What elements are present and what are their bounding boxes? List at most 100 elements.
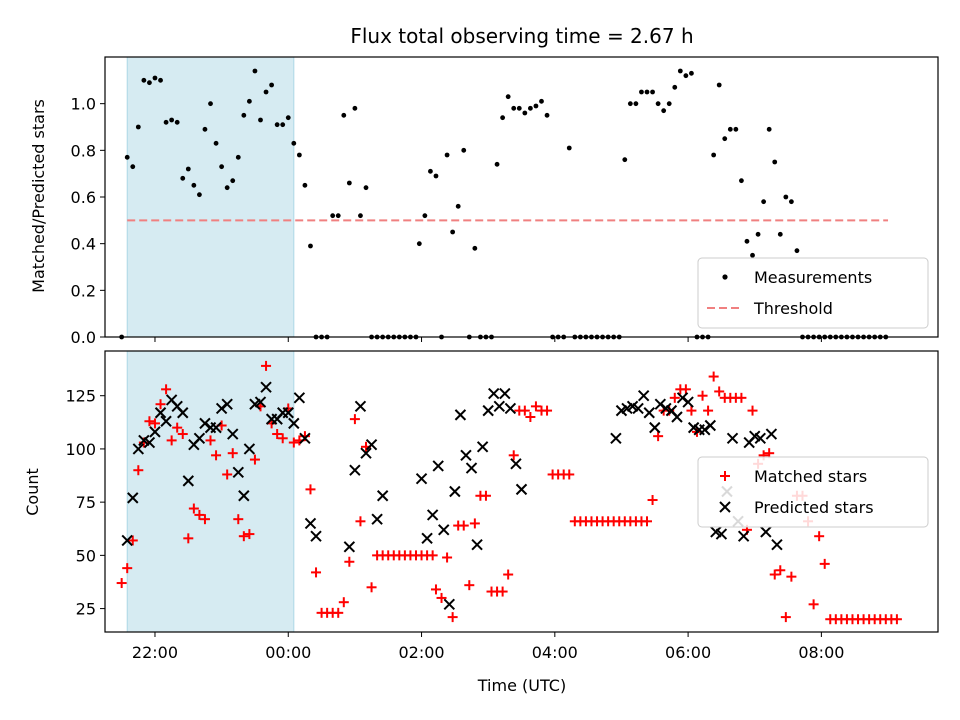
data-point-predicted bbox=[504, 402, 517, 415]
data-point-measurement bbox=[672, 84, 678, 90]
marker-stroke bbox=[504, 402, 517, 415]
y-tick-label: 0.0 bbox=[71, 328, 96, 347]
data-point-predicted bbox=[632, 402, 644, 415]
marker-stroke bbox=[765, 428, 778, 440]
data-point-measurement bbox=[191, 182, 197, 188]
data-point-matched bbox=[697, 390, 708, 401]
data-point-measurement bbox=[627, 101, 633, 107]
y-tick-label: 125 bbox=[65, 387, 96, 406]
data-point-matched bbox=[133, 465, 144, 476]
data-point-predicted bbox=[193, 432, 206, 444]
data-point-measurement bbox=[505, 94, 511, 100]
data-point-matched bbox=[222, 469, 233, 480]
data-point-measurement bbox=[274, 122, 280, 128]
data-point-matched bbox=[211, 450, 222, 461]
data-point-matched bbox=[708, 371, 719, 382]
data-point-matched bbox=[305, 484, 316, 495]
data-point-predicted bbox=[432, 460, 444, 472]
data-point-measurement bbox=[511, 105, 517, 111]
data-point-matched bbox=[205, 435, 216, 446]
marker-stroke bbox=[227, 428, 239, 440]
data-point-predicted bbox=[754, 432, 767, 444]
data-point-matched bbox=[427, 550, 438, 561]
axes-frame bbox=[104, 350, 939, 633]
data-point-measurement bbox=[235, 154, 241, 160]
x-tick-label: 22:00 bbox=[132, 643, 178, 662]
data-point-predicted bbox=[476, 441, 489, 453]
data-point-measurement bbox=[750, 252, 755, 258]
data-point-predicted bbox=[415, 473, 428, 485]
data-point-predicted bbox=[671, 411, 683, 423]
data-point-predicted bbox=[293, 392, 306, 404]
data-point-measurement bbox=[666, 101, 672, 107]
data-point-measurement bbox=[527, 105, 533, 111]
data-point-matched bbox=[530, 401, 541, 412]
marker-stroke bbox=[643, 407, 655, 419]
data-point-matched bbox=[272, 429, 283, 440]
legend-label: Measurements bbox=[754, 268, 872, 287]
data-point-matched bbox=[277, 433, 288, 444]
data-point-measurement bbox=[224, 185, 230, 191]
data-point-measurement bbox=[533, 103, 539, 109]
x-tick-label: 02:00 bbox=[398, 643, 444, 662]
data-point-matched bbox=[786, 571, 797, 582]
x-axis-label: Time (UTC) bbox=[477, 676, 566, 695]
data-point-matched bbox=[244, 529, 255, 540]
data-point-measurement bbox=[711, 152, 717, 158]
marker-stroke bbox=[293, 392, 306, 404]
data-point-matched bbox=[775, 565, 786, 576]
data-point-predicted bbox=[260, 381, 272, 393]
data-point-measurement bbox=[335, 213, 341, 219]
y-tick-label: 75 bbox=[76, 493, 96, 512]
data-point-measurement bbox=[208, 101, 213, 107]
data-point-predicted bbox=[510, 458, 522, 470]
data-point-matched bbox=[144, 416, 155, 427]
data-point-matched bbox=[288, 437, 299, 448]
data-point-predicted bbox=[371, 513, 383, 525]
data-point-matched bbox=[519, 405, 530, 416]
marker-stroke bbox=[443, 598, 456, 611]
data-point-measurement bbox=[346, 180, 352, 186]
data-point-measurement bbox=[739, 178, 744, 184]
data-point-predicted bbox=[376, 490, 389, 502]
data-point-predicted bbox=[637, 389, 650, 402]
data-point-matched bbox=[311, 567, 322, 578]
legend-label: Matched stars bbox=[754, 467, 867, 486]
data-point-matched bbox=[480, 490, 491, 501]
data-point-matched bbox=[814, 531, 825, 542]
data-point-predicted bbox=[771, 539, 783, 551]
data-point-matched bbox=[366, 582, 377, 593]
marker-stroke bbox=[476, 441, 489, 453]
marker-stroke bbox=[243, 443, 256, 455]
data-point-matched bbox=[261, 360, 272, 371]
data-point-measurement bbox=[539, 98, 544, 104]
data-point-matched bbox=[680, 384, 691, 395]
data-point-measurement bbox=[500, 115, 506, 121]
data-point-predicted bbox=[154, 407, 167, 419]
data-point-measurement bbox=[744, 238, 750, 244]
data-point-matched bbox=[442, 552, 453, 563]
data-point-measurement bbox=[444, 152, 450, 158]
data-point-measurement bbox=[302, 182, 308, 188]
data-point-measurement bbox=[185, 166, 191, 172]
data-point-matched bbox=[642, 516, 653, 527]
data-point-predicted bbox=[121, 534, 133, 547]
data-point-measurement bbox=[219, 164, 225, 170]
marker-stroke bbox=[376, 490, 389, 502]
data-point-measurement bbox=[450, 229, 456, 235]
data-point-measurement bbox=[130, 164, 136, 170]
marker-stroke bbox=[254, 396, 267, 408]
marker-stroke bbox=[415, 473, 428, 485]
data-point-matched bbox=[183, 533, 194, 544]
data-point-matched bbox=[447, 612, 458, 623]
marker-stroke bbox=[649, 421, 661, 434]
bottom-y-axis-label: Count bbox=[23, 468, 42, 516]
marker-stroke bbox=[304, 517, 317, 530]
data-point-matched bbox=[199, 514, 210, 525]
marker-stroke bbox=[715, 528, 728, 540]
data-point-measurement bbox=[566, 145, 572, 151]
data-point-predicted bbox=[349, 464, 361, 476]
data-point-measurement bbox=[461, 147, 467, 153]
legend-box bbox=[697, 257, 929, 329]
data-point-measurement bbox=[124, 154, 130, 160]
